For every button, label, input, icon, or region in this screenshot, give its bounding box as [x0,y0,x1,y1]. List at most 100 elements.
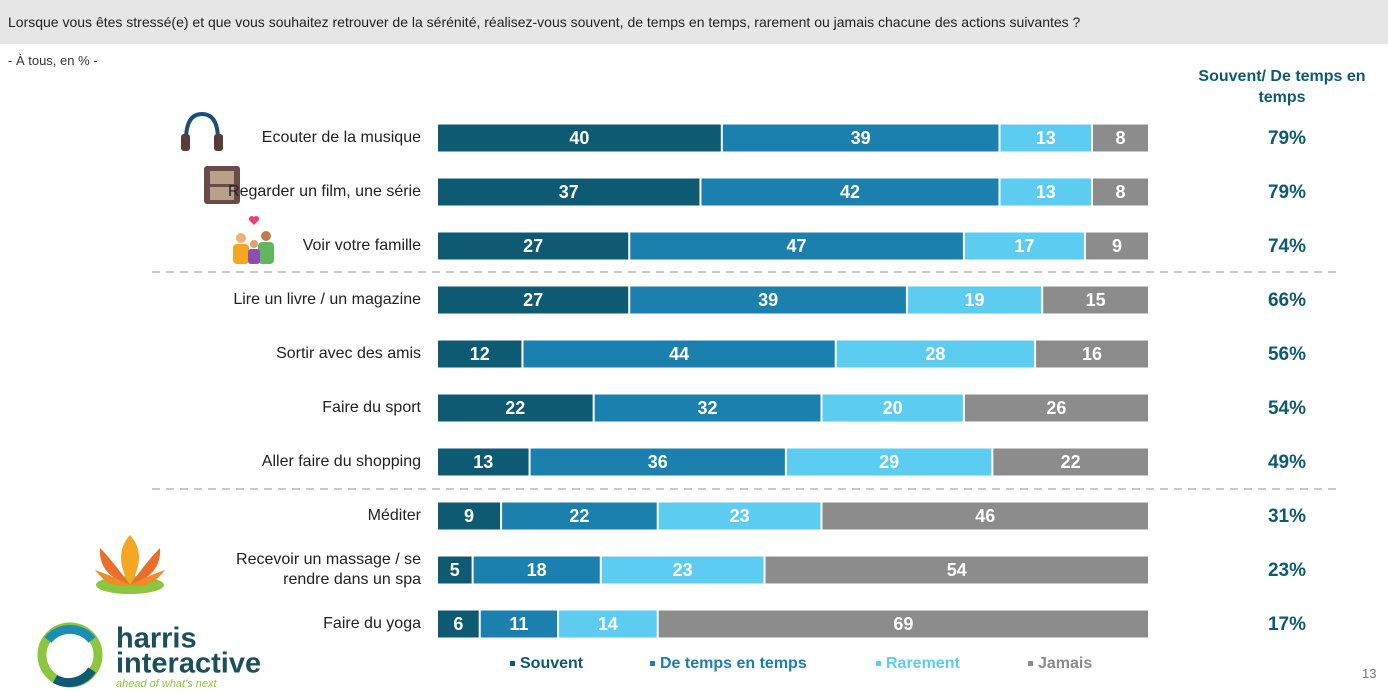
family-icon [233,216,274,264]
legend-label: De temps en temps [660,655,807,672]
bar-segment [964,394,1148,422]
bar-segment [438,340,522,368]
data-label: 27 [523,236,543,256]
data-label: 23 [673,560,693,580]
category-label: Recevoir un massage / se rendre dans un … [236,551,421,588]
data-label: 16 [1082,344,1102,364]
logo-text: harris [116,623,197,655]
bar-segment [1000,178,1092,206]
data-label: 12 [470,344,490,364]
bar-segment [1036,340,1148,368]
legend-label: Rarement [886,655,960,672]
data-label: 15 [1086,290,1106,310]
data-label: 13 [473,452,493,472]
bar-segment [630,232,963,260]
data-label: 42 [840,182,860,202]
legend-label: Souvent [520,655,584,672]
bar-segment [836,340,1035,368]
bar-segment [530,448,785,476]
category-label: Ecouter de la musique [261,129,421,146]
bar-segment [438,448,529,476]
data-label: 20 [883,398,903,418]
legend-swatch [876,661,881,666]
bar-segment [438,286,629,314]
bar-segment [658,502,821,530]
bar-segment [594,394,821,422]
logo-tagline: ahead of what's next [116,678,218,690]
data-label: 69 [893,614,913,634]
data-label: 36 [648,452,668,472]
data-label: 13 [1036,128,1056,148]
chart-title: Lorsque vous êtes stressé(e) et que vous… [8,14,1081,30]
category-label: Méditer [367,507,421,524]
bar-segment [523,340,835,368]
total-label: 66% [1268,290,1306,311]
total-label: 79% [1268,182,1306,203]
data-label: 46 [975,506,995,526]
data-label: 39 [851,128,871,148]
data-label: 11 [509,614,528,634]
bar-segment [438,124,721,152]
legend-label: Jamais [1038,655,1092,672]
data-label: 22 [569,506,589,526]
data-label: 22 [1061,452,1081,472]
data-label: 6 [453,614,463,634]
film-icon [204,166,240,204]
data-label: 44 [669,344,689,364]
subtitle: - À tous, en % - [8,53,98,68]
bar-segment [786,448,992,476]
total-label: 23% [1268,560,1306,581]
data-label: 9 [1112,236,1122,256]
category-label: Faire du sport [322,399,421,416]
bar-segment [1093,178,1148,206]
total-label: 74% [1268,236,1306,257]
data-label: 28 [925,344,945,364]
data-label: 9 [464,506,474,526]
bar-segment [438,502,501,530]
bar-segment [559,610,657,638]
bar-segment [601,556,764,584]
bar-segment [438,232,629,260]
data-label: 23 [730,506,750,526]
bar-segment [722,124,999,152]
data-label: 14 [598,614,618,634]
category-label: Sortir avec des amis [276,345,421,362]
total-label: 31% [1268,506,1306,527]
data-label: 54 [947,560,967,580]
bar-segment [822,502,1148,530]
bar-segment [964,232,1084,260]
legend-swatch [510,661,515,666]
bar-segment [993,448,1148,476]
bar-segment [822,394,963,422]
bar-segment [473,556,600,584]
bar-segment [1000,124,1092,152]
category-label: Regarder un film, une série [228,183,421,200]
data-label: 27 [523,290,543,310]
data-label: 40 [569,128,589,148]
bar-segment [907,286,1042,314]
data-label: 37 [559,182,579,202]
data-label: 19 [965,290,985,310]
total-label: 54% [1268,398,1306,419]
legend-swatch [1028,661,1033,666]
total-label: 17% [1268,614,1306,635]
data-label: 29 [879,452,899,472]
title-bar [0,0,1388,44]
bar-segment [1085,232,1148,260]
data-label: 13 [1036,182,1056,202]
bar-segment [630,286,906,314]
data-label: 5 [450,560,460,580]
data-label: 39 [758,290,778,310]
data-label: 17 [1014,236,1034,256]
bar-segment [438,394,593,422]
data-label: 26 [1046,398,1066,418]
total-label: 79% [1268,128,1306,149]
bar-segment [658,610,1148,638]
category-label: Faire du yoga [323,615,421,632]
data-label: 32 [698,398,718,418]
headphones-icon [181,111,223,151]
category-label: Lire un livre / un magazine [233,291,421,308]
bar-segment [438,610,479,638]
